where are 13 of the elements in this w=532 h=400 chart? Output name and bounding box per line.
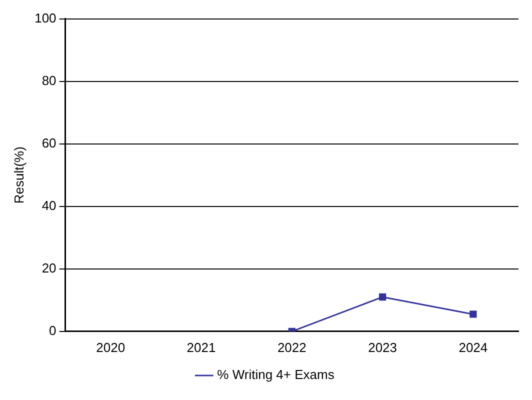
x-tick-label: 2023 bbox=[368, 340, 397, 355]
y-tick-label: 40 bbox=[42, 198, 56, 213]
y-tick-label: 60 bbox=[42, 135, 56, 150]
x-tick-label: 2021 bbox=[186, 340, 216, 355]
y-tick-label: 80 bbox=[42, 72, 56, 88]
y-tick-label: 100 bbox=[34, 10, 56, 26]
y-axis-title: Result(%) bbox=[11, 146, 26, 204]
y-tick-label: 20 bbox=[42, 260, 56, 276]
y-tick-label: 0 bbox=[49, 322, 56, 338]
x-tick-label: 2020 bbox=[96, 340, 126, 355]
x-tick-label: 2024 bbox=[458, 340, 488, 355]
x-tick-label: 2022 bbox=[277, 340, 306, 355]
legend-label: % Writing 4+ Exams bbox=[217, 367, 335, 382]
